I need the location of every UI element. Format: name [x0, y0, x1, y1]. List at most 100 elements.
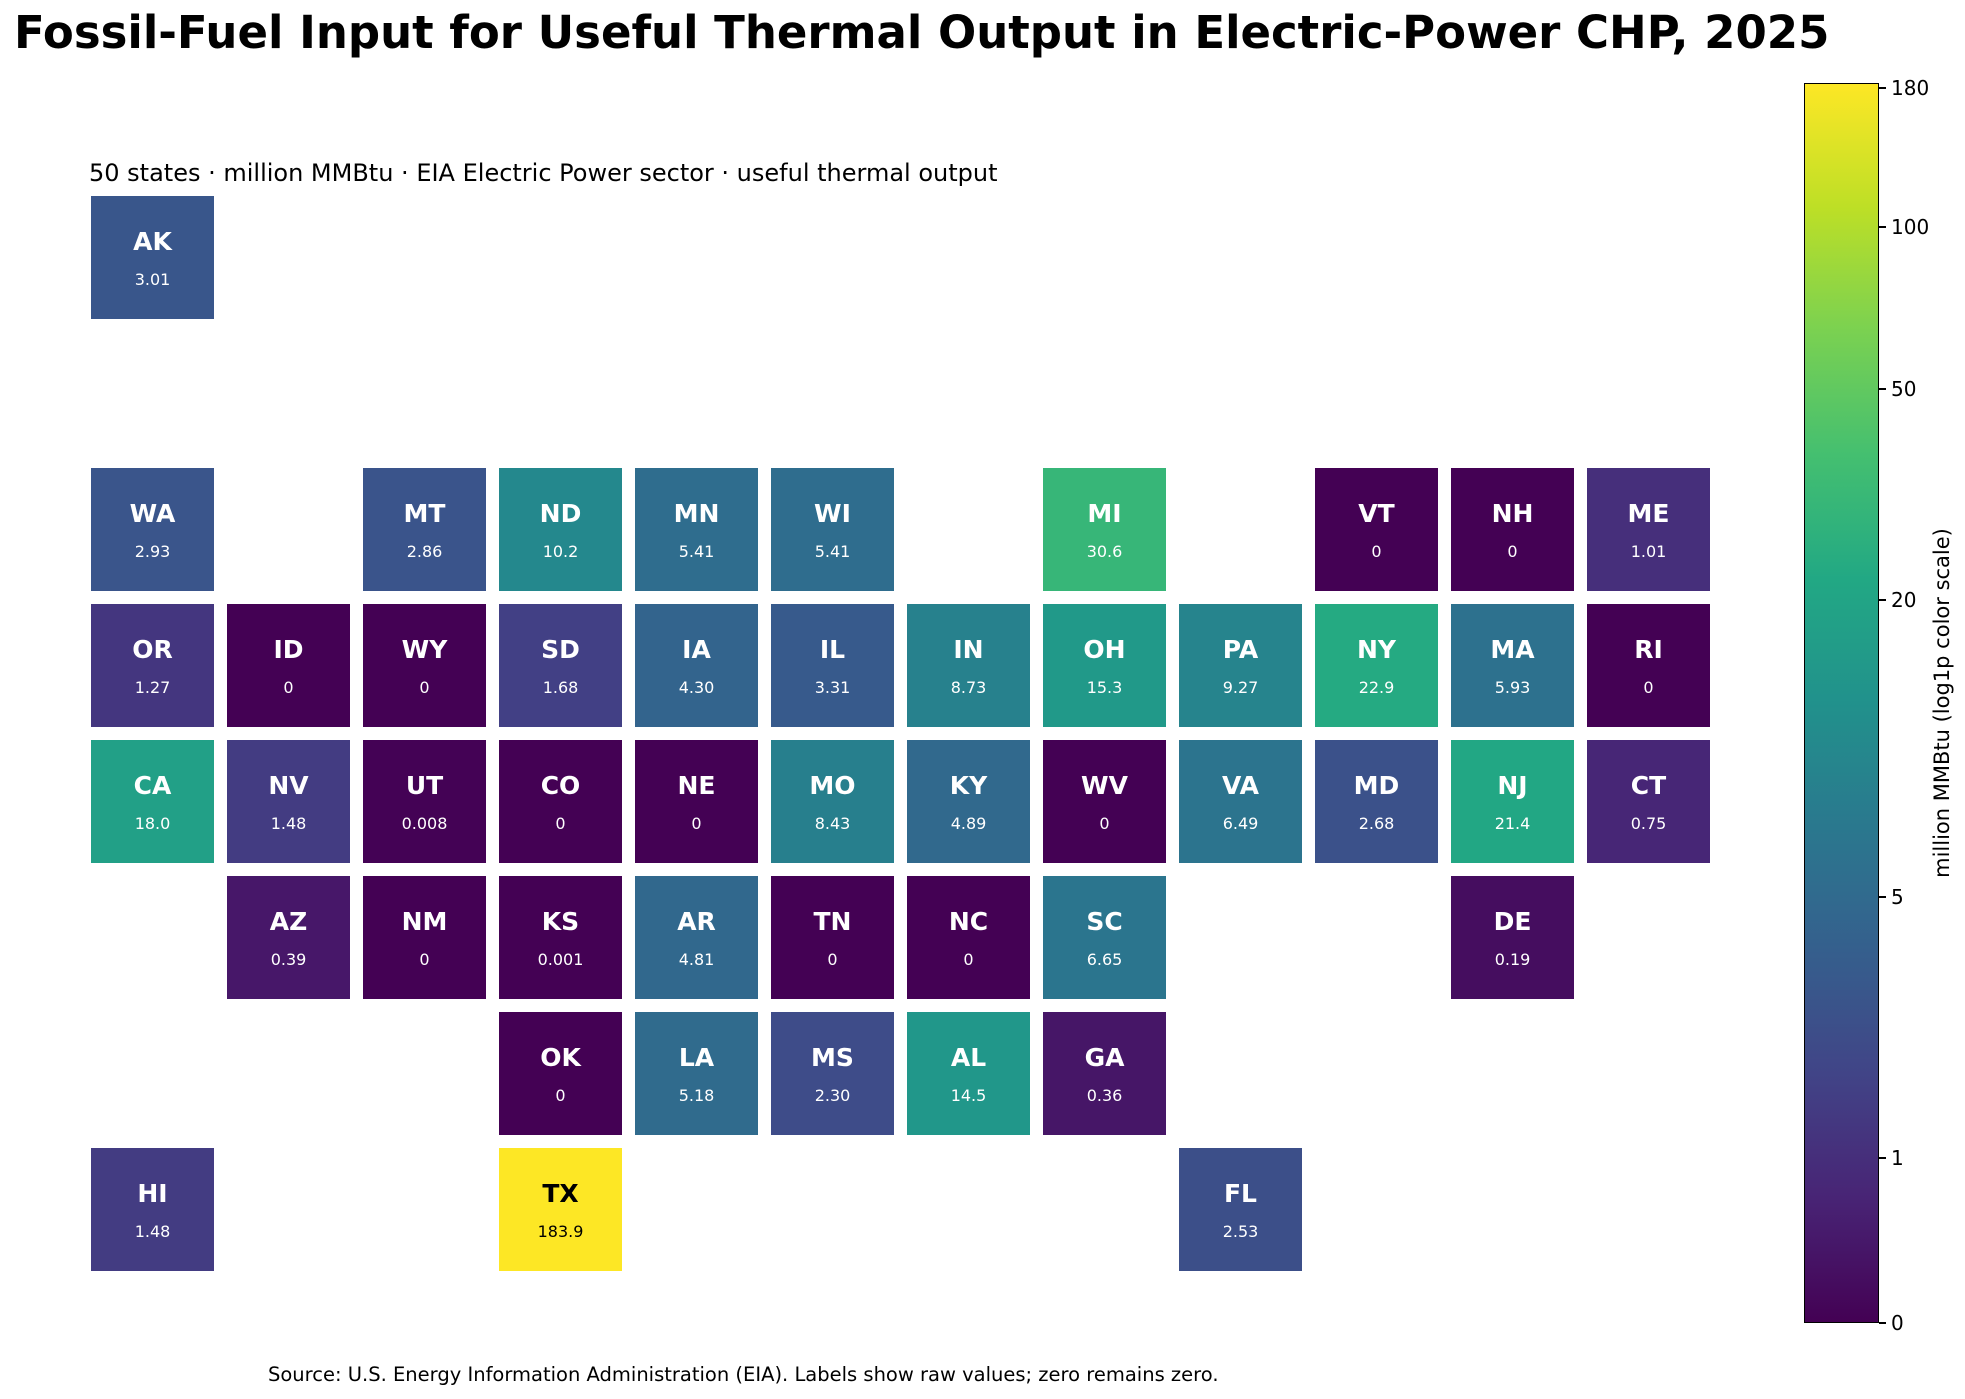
state-abbr: NE: [677, 771, 716, 800]
state-abbr: RI: [1634, 635, 1663, 664]
colorbar-tick-mark: [1879, 1157, 1886, 1160]
state-tile-la: LA 5.18: [635, 1012, 758, 1135]
state-tile-nc: NC 0: [907, 876, 1030, 999]
state-value: 18.0: [134, 814, 171, 833]
state-abbr: FL: [1223, 1179, 1257, 1208]
state-tile-ca: CA 18.0: [91, 740, 214, 863]
state-value: 22.9: [1358, 678, 1395, 697]
state-abbr: SD: [541, 635, 580, 664]
state-abbr: AK: [133, 227, 172, 256]
state-abbr: WI: [814, 499, 851, 528]
state-tile-ia: IA 4.30: [635, 604, 758, 727]
state-tile-ky: KY 4.89: [907, 740, 1030, 863]
state-value: 0.19: [1494, 950, 1531, 969]
state-abbr: IL: [819, 635, 846, 664]
state-abbr: SC: [1086, 907, 1123, 936]
state-value: 0: [555, 1086, 566, 1105]
state-abbr: VT: [1358, 499, 1395, 528]
state-abbr: NC: [948, 907, 989, 936]
state-tile-in: IN 8.73: [907, 604, 1030, 727]
state-value: 2.86: [406, 542, 443, 561]
state-tile-me: ME 1.01: [1587, 468, 1710, 591]
state-tile-ga: GA 0.36: [1043, 1012, 1166, 1135]
state-tile-ok: OK 0: [499, 1012, 622, 1135]
state-abbr: DE: [1493, 907, 1532, 936]
state-tile-ks: KS 0.001: [499, 876, 622, 999]
state-tile-oh: OH 15.3: [1043, 604, 1166, 727]
state-abbr: MT: [403, 499, 446, 528]
state-abbr: HI: [137, 1179, 168, 1208]
chart-subtitle: 50 states · million MMBtu · EIA Electric…: [89, 159, 998, 187]
state-abbr: NH: [1491, 499, 1534, 528]
state-abbr: WA: [129, 499, 176, 528]
colorbar-tick-label: 180: [1891, 76, 1930, 101]
state-value: 2.53: [1222, 1222, 1259, 1241]
state-value: 5.93: [1494, 678, 1531, 697]
state-abbr: OR: [132, 635, 173, 664]
state-value: 0: [1371, 542, 1382, 561]
state-value: 5.41: [814, 542, 851, 561]
state-value: 0: [1507, 542, 1518, 561]
colorbar-tick-mark: [1879, 87, 1886, 90]
state-abbr: MA: [1490, 635, 1535, 664]
colorbar-label-text: million MMBtu (log1p color scale): [1930, 528, 1954, 878]
state-abbr: AR: [677, 907, 716, 936]
colorbar-tick-mark: [1879, 896, 1886, 899]
state-abbr: AZ: [269, 907, 308, 936]
colorbar-tick-mark: [1879, 1322, 1886, 1324]
state-tile-tx: TX 183.9: [499, 1148, 622, 1271]
state-tile-mt: MT 2.86: [363, 468, 486, 591]
colorbar-tick-mark: [1879, 225, 1886, 228]
state-abbr: PA: [1222, 635, 1259, 664]
state-value: 1.48: [270, 814, 307, 833]
state-value: 2.93: [134, 542, 171, 561]
state-abbr: CT: [1630, 771, 1667, 800]
state-abbr: OH: [1083, 635, 1126, 664]
state-value: 14.5: [950, 1086, 987, 1105]
state-abbr: NM: [401, 907, 448, 936]
state-abbr: VA: [1222, 771, 1259, 800]
colorbar: [1804, 83, 1879, 1323]
state-value: 3.31: [814, 678, 851, 697]
state-abbr: WY: [401, 635, 448, 664]
state-value: 4.89: [950, 814, 987, 833]
state-value: 30.6: [1086, 542, 1123, 561]
state-abbr: IA: [682, 635, 711, 664]
state-value: 6.49: [1222, 814, 1259, 833]
state-abbr: OK: [540, 1043, 581, 1072]
state-abbr: LA: [678, 1043, 715, 1072]
state-value: 0: [827, 950, 838, 969]
state-value: 9.27: [1222, 678, 1259, 697]
state-abbr: WV: [1081, 771, 1128, 800]
state-value: 6.65: [1086, 950, 1123, 969]
state-tile-ne: NE 0: [635, 740, 758, 863]
state-value: 183.9: [537, 1222, 584, 1241]
state-abbr: ID: [273, 635, 304, 664]
colorbar-tick-mark: [1879, 387, 1886, 390]
state-abbr: MO: [809, 771, 856, 800]
state-tile-vt: VT 0: [1315, 468, 1438, 591]
state-tile-az: AZ 0.39: [227, 876, 350, 999]
state-tile-al: AL 14.5: [907, 1012, 1030, 1135]
state-abbr: NJ: [1497, 771, 1528, 800]
state-tile-ut: UT 0.008: [363, 740, 486, 863]
state-value: 0.36: [1086, 1086, 1123, 1105]
state-value: 1.27: [134, 678, 171, 697]
state-tile-ny: NY 22.9: [1315, 604, 1438, 727]
state-value: 1.68: [542, 678, 579, 697]
state-tile-mo: MO 8.43: [771, 740, 894, 863]
state-abbr: CO: [540, 771, 581, 800]
colorbar-tick-mark: [1879, 598, 1886, 601]
state-value: 2.68: [1358, 814, 1395, 833]
state-tile-tn: TN 0: [771, 876, 894, 999]
state-value: 3.01: [134, 270, 171, 289]
state-tile-or: OR 1.27: [91, 604, 214, 727]
state-tile-wy: WY 0: [363, 604, 486, 727]
state-abbr: ND: [539, 499, 582, 528]
colorbar-axis: 0 1 5 20 50 100 180: [1879, 76, 1939, 1335]
state-tile-va: VA 6.49: [1179, 740, 1302, 863]
state-value: 0.39: [270, 950, 307, 969]
state-tile-nj: NJ 21.4: [1451, 740, 1574, 863]
state-abbr: CA: [133, 771, 172, 800]
state-abbr: UT: [405, 771, 444, 800]
